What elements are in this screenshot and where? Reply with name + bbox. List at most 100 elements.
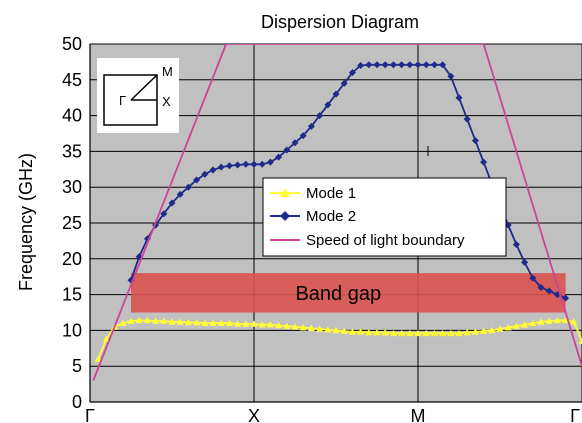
mode2-point bbox=[430, 61, 438, 69]
mode1-point bbox=[266, 321, 274, 328]
mode2-point bbox=[291, 139, 299, 147]
x-tick-label: X bbox=[248, 406, 260, 423]
x-tick-label: M bbox=[411, 406, 426, 423]
mode2-point bbox=[201, 170, 209, 178]
mode2-point bbox=[332, 90, 340, 98]
mode1-point bbox=[447, 329, 455, 337]
mode1-point bbox=[201, 319, 209, 327]
mode2-point bbox=[422, 61, 430, 69]
mode1-point bbox=[357, 328, 365, 335]
legend: Mode 1 Mode 2 Speed of light boundary bbox=[262, 177, 507, 257]
y-tick-label: 0 bbox=[72, 392, 82, 412]
mode1-point bbox=[119, 319, 127, 327]
inset-label-x: X bbox=[162, 94, 171, 109]
mode2-point bbox=[562, 294, 570, 302]
y-tick-label: 30 bbox=[62, 177, 82, 197]
mode1-point bbox=[430, 329, 438, 337]
mode2-point bbox=[447, 72, 455, 80]
mode2-point bbox=[168, 199, 176, 207]
mode1-point bbox=[365, 329, 373, 336]
mode1-point bbox=[406, 329, 414, 337]
mode1-point bbox=[504, 324, 512, 331]
x-tick-label: Γ bbox=[85, 406, 95, 423]
legend-box bbox=[262, 177, 507, 257]
mode2-point bbox=[217, 163, 225, 171]
mode2-point bbox=[463, 115, 471, 123]
mode2-point bbox=[414, 61, 422, 69]
mode1-point bbox=[521, 321, 529, 328]
mode1-point bbox=[275, 321, 283, 329]
legend-label: Speed of light boundary bbox=[306, 232, 465, 249]
mode2-point bbox=[357, 61, 365, 69]
mode1-point bbox=[463, 329, 471, 336]
mode1-point bbox=[488, 326, 496, 334]
mode2-point bbox=[373, 61, 381, 69]
y-tick-label: 35 bbox=[62, 141, 82, 161]
mode2-point bbox=[348, 69, 356, 77]
y-axis-title: Frequency (GHz) bbox=[16, 153, 36, 291]
mode1-point bbox=[529, 319, 537, 327]
mode1-point bbox=[143, 316, 151, 324]
mode1-point bbox=[340, 327, 348, 334]
y-tick-label: 45 bbox=[62, 70, 82, 90]
mode1-point bbox=[299, 324, 307, 331]
mode1-point bbox=[537, 318, 545, 325]
mode2-point bbox=[266, 158, 274, 166]
y-tick-label: 40 bbox=[62, 106, 82, 126]
mode2-point bbox=[529, 274, 537, 282]
mode2-point bbox=[512, 240, 520, 248]
mode1-point bbox=[480, 327, 488, 334]
mode2-point bbox=[406, 61, 414, 69]
y-tick-label: 25 bbox=[62, 213, 82, 233]
mode2-point bbox=[234, 161, 242, 169]
inset-diagonal bbox=[130, 74, 158, 101]
x-tick-label: Γ bbox=[570, 406, 580, 423]
legend-swatch-marker bbox=[280, 211, 290, 221]
mode1-point bbox=[102, 335, 110, 342]
mode2-point bbox=[307, 122, 315, 130]
inset-background bbox=[97, 58, 179, 133]
mode2-point bbox=[225, 162, 233, 170]
mode2-point bbox=[398, 61, 406, 69]
mode1-point bbox=[348, 328, 356, 335]
legend-swatch-marker bbox=[280, 188, 290, 197]
mode1-point bbox=[193, 319, 201, 326]
mode2-point bbox=[365, 61, 373, 69]
mode2-point bbox=[324, 101, 332, 109]
mode2-point bbox=[381, 61, 389, 69]
mode1-point bbox=[512, 322, 520, 329]
mode1-point bbox=[184, 319, 192, 326]
mode1-point bbox=[389, 329, 397, 337]
mode1-point bbox=[578, 337, 582, 344]
mode1-point bbox=[291, 323, 299, 330]
mode1-point bbox=[496, 325, 504, 332]
mode1-point bbox=[422, 329, 430, 337]
mode1-point bbox=[160, 317, 168, 324]
mode2-point bbox=[160, 210, 168, 218]
mode1-point bbox=[570, 318, 578, 325]
mode1-point bbox=[168, 318, 176, 325]
mode1-point bbox=[373, 329, 381, 336]
y-tick-label: 5 bbox=[72, 356, 82, 376]
mode1-point bbox=[217, 319, 225, 327]
mode2-point bbox=[184, 183, 192, 191]
mode2-point bbox=[455, 94, 463, 102]
brillouin-inset: Γ MX bbox=[97, 58, 179, 133]
mode2-point bbox=[250, 160, 258, 168]
mode1-point bbox=[135, 316, 143, 324]
mode1-point bbox=[234, 320, 242, 327]
series-group bbox=[92, 44, 582, 381]
inset-label-gamma: Γ bbox=[119, 93, 126, 108]
inset-label-m: M bbox=[162, 64, 173, 79]
y-tick-label: 20 bbox=[62, 249, 82, 269]
mode1-point bbox=[439, 329, 447, 337]
band-gap-label: Band gap bbox=[295, 283, 381, 305]
mode2-point bbox=[480, 158, 488, 166]
band-gap-region bbox=[131, 273, 566, 313]
mode1-point bbox=[324, 326, 332, 333]
mode2-point bbox=[545, 287, 553, 295]
mode2-point bbox=[283, 146, 291, 154]
mode1-point bbox=[307, 324, 315, 332]
mode1-point bbox=[242, 320, 250, 327]
